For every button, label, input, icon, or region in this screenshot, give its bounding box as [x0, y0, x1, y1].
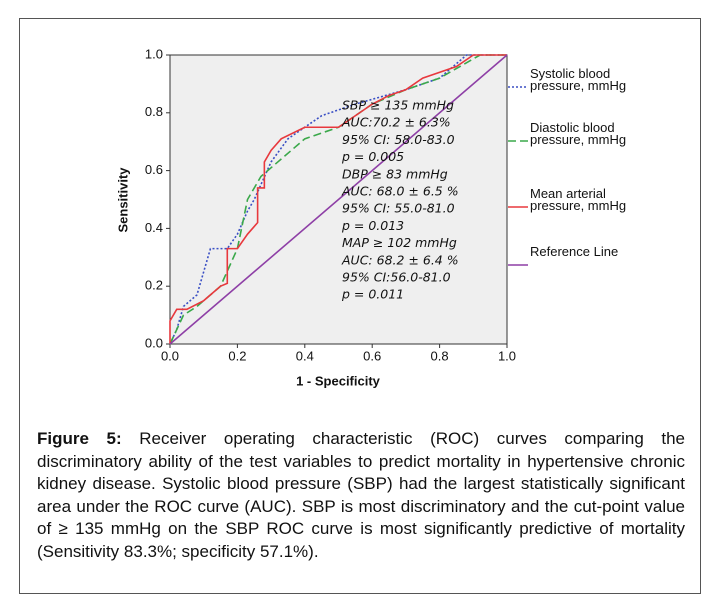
annotation: p = 0.011	[341, 287, 404, 302]
annotation: AUC: 68.2 ± 6.4 %	[341, 252, 459, 267]
y-axis-title: Sensitivity	[115, 167, 130, 233]
caption: Figure 5: Receiver operating characteris…	[37, 428, 685, 563]
annotation: p = 0.013	[341, 218, 404, 233]
legend-label: Diastolic blood pressure, mmHg	[530, 120, 627, 147]
x-axis-title: 1 - Specificity	[296, 373, 381, 388]
annotation: MAP ≥ 102 mmHg	[342, 235, 457, 250]
annotation: SBP ≥ 135 mmHg	[342, 98, 454, 113]
annotation: 95% CI:56.0-81.0	[342, 270, 451, 285]
legend-label: Reference Line	[530, 244, 619, 259]
legend-label: Systolic blood pressure, mmHg	[530, 66, 627, 93]
x-tick-label: 0.6	[363, 348, 381, 363]
x-tick-label: 1.0	[498, 348, 516, 363]
roc-line	[169, 54, 508, 345]
y-tick-label: 0.8	[145, 104, 163, 119]
annotation: 95% CI: 58.0-83.0	[342, 132, 455, 147]
figure-frame	[19, 18, 701, 594]
annotation: DBP ≥ 83 mmHg	[342, 166, 448, 181]
caption-label: Figure 5:	[37, 429, 122, 448]
y-tick-label: 0.6	[145, 162, 163, 177]
y-tick-label: 0.0	[145, 335, 163, 350]
x-tick-label: 0.4	[296, 348, 314, 363]
y-tick-label: 0.4	[145, 220, 163, 235]
annotation: p = 0.005	[341, 149, 404, 164]
y-tick-label: 0.2	[145, 278, 163, 293]
annotation: AUC: 68.0 ± 6.5 %	[341, 184, 459, 199]
caption-text: Receiver operating characteristic (ROC) …	[37, 429, 685, 561]
roc-line	[169, 54, 507, 345]
legend-label: Mean arterial pressure, mmHg	[530, 186, 627, 213]
x-tick-label: 0.0	[161, 348, 179, 363]
annotation: AUC:70.2 ± 6.3%	[341, 115, 451, 130]
roc-line	[169, 54, 507, 344]
x-tick-label: 0.8	[431, 348, 449, 363]
y-tick-label: 1.0	[145, 46, 163, 61]
chart: Sensitivity 1 - Specificity 0.0 0.2 0.4 0.6…	[115, 46, 528, 388]
annotation: 95% CI: 55.0-81.0	[342, 201, 455, 216]
x-tick-label: 0.2	[228, 348, 246, 363]
